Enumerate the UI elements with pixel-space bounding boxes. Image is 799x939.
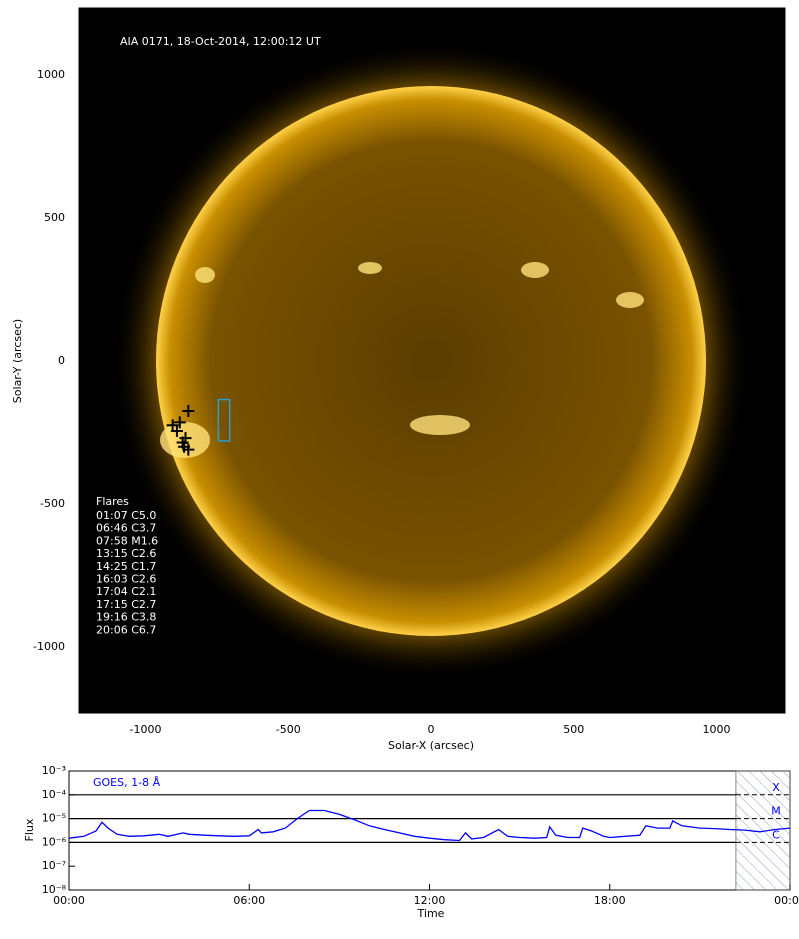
y-tick-label: -1000 (33, 640, 65, 653)
x-tick-label: 500 (563, 723, 584, 736)
flux-line (68, 809, 791, 842)
y-tick-label: 1000 (37, 68, 65, 81)
flare-entry: 01:07 C5.0 (96, 509, 156, 522)
x-tick-label: 1000 (702, 723, 730, 736)
x-tick-label: 18:00 (594, 894, 626, 907)
x-tick-label: -500 (276, 723, 301, 736)
flare-entry: 07:58 M1.6 (96, 534, 158, 547)
x-tick-label: 00:00 (774, 894, 799, 907)
flares-heading: Flares (96, 495, 129, 508)
time-axis-label: Time (417, 907, 445, 920)
y-tick-label: -500 (40, 497, 65, 510)
x-tick-label: -1000 (130, 723, 162, 736)
flare-marker (182, 443, 195, 456)
flare-entry: 13:15 C2.6 (96, 547, 156, 560)
level-label: C (772, 828, 780, 841)
solar-disk (156, 86, 706, 636)
x-tick-label: 00:00 (53, 894, 85, 907)
flare-entry: 17:04 C2.1 (96, 585, 156, 598)
y-tick-label: 10⁻⁸ (42, 883, 67, 896)
x-tick-label: 06:00 (233, 894, 265, 907)
flare-entry: 17:15 C2.7 (96, 598, 156, 611)
flare-entry: 14:25 C1.7 (96, 560, 156, 573)
x-tick-label: 12:00 (414, 894, 446, 907)
y-tick-label: 10⁻⁷ (42, 859, 66, 872)
y-tick-label: 10⁻⁶ (42, 835, 67, 848)
region-box (217, 398, 231, 442)
y-tick-label: 10⁻³ (42, 764, 66, 777)
y-tick-label: 10⁻⁴ (42, 788, 67, 801)
x-axis-label: Solar-X (arcsec) (388, 739, 474, 752)
flare-entry: 19:16 C3.8 (96, 611, 156, 624)
flare-entry: 16:03 C2.6 (96, 573, 156, 586)
y-tick-label: 0 (58, 354, 65, 367)
goes-label: GOES, 1-8 Å (93, 776, 161, 789)
x-tick-label: 0 (428, 723, 435, 736)
image-title: AIA 0171, 18-Oct-2014, 12:00:12 UT (120, 35, 321, 48)
y-axis-label: Solar-Y (arcsec) (11, 319, 24, 403)
level-label: X (772, 781, 780, 794)
flare-entry: 06:46 C3.7 (96, 522, 156, 535)
y-tick-label: 500 (44, 211, 65, 224)
flare-marker (173, 416, 186, 429)
flare-marker (170, 425, 183, 437)
flare-marker (182, 404, 195, 417)
level-label: M (771, 805, 781, 818)
y-tick-label: 10⁻⁵ (42, 812, 66, 825)
flare-entry: 20:06 C6.7 (96, 623, 156, 636)
flux-axis-label: Flux (23, 818, 36, 841)
goes-frame (68, 770, 791, 891)
flare-marker (176, 436, 189, 449)
